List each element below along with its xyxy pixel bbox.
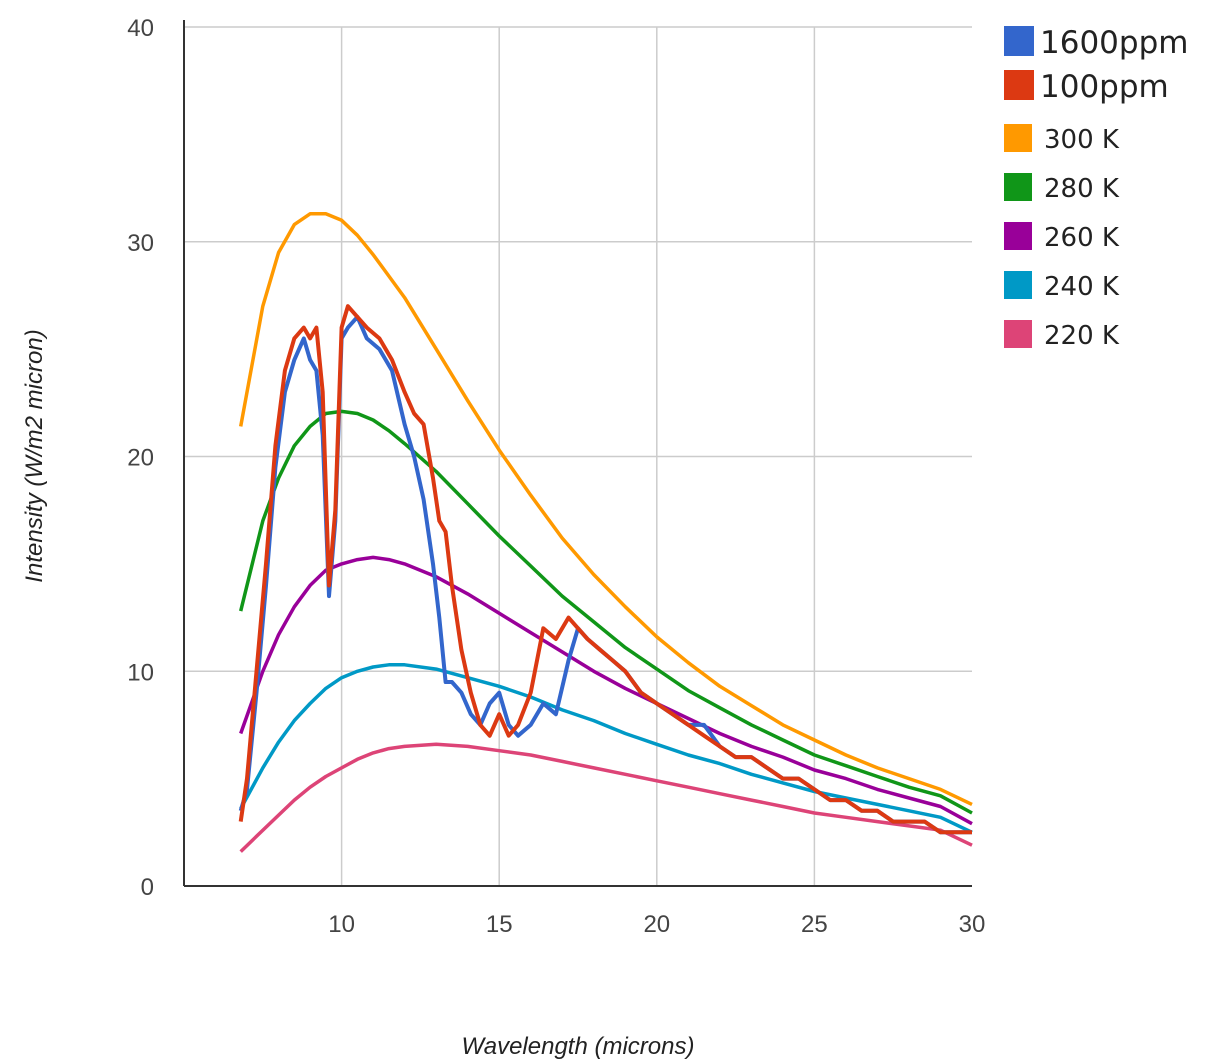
- tick-labels: 0 10 20 30 40 10 15 20 25 30: [127, 15, 985, 938]
- legend-item[interactable]: 300 K: [1004, 124, 1120, 155]
- y-tick-label: 0: [141, 874, 154, 901]
- legend-label: 220 K: [1044, 321, 1120, 351]
- legend-label: 100ppm: [1040, 69, 1169, 105]
- legend-swatch: [1004, 70, 1034, 100]
- y-tick-label: 30: [127, 230, 154, 257]
- legend-item[interactable]: 220 K: [1004, 320, 1120, 351]
- legend-swatch: [1004, 320, 1032, 348]
- gridlines: [184, 26, 972, 886]
- legend-label: 240 K: [1044, 272, 1120, 302]
- legend-swatch: [1004, 222, 1032, 250]
- legend-swatch: [1004, 271, 1032, 299]
- legend-label: 260 K: [1044, 223, 1120, 253]
- legend-item[interactable]: 240 K: [1004, 271, 1120, 302]
- x-axis-title: Wavelength (microns): [462, 1033, 695, 1060]
- legend-item[interactable]: 260 K: [1004, 222, 1120, 253]
- axes: [183, 20, 972, 887]
- x-tick-label: 15: [486, 911, 513, 938]
- legend-item[interactable]: 100ppm: [1004, 69, 1169, 105]
- legend-label: 280 K: [1044, 174, 1120, 204]
- x-tick-label: 20: [643, 911, 670, 938]
- legend-item[interactable]: 280 K: [1004, 173, 1120, 204]
- legend-swatch: [1004, 173, 1032, 201]
- y-axis-title: Intensity (W/m2 micron): [21, 329, 48, 582]
- y-tick-label: 10: [127, 659, 154, 686]
- legend-swatch: [1004, 124, 1032, 152]
- legend-label: 1600ppm: [1040, 25, 1188, 61]
- y-tick-label: 40: [127, 15, 154, 42]
- series-line-260-k: [239, 555, 973, 826]
- legend-swatch: [1004, 26, 1034, 56]
- series-line-300-k: [238, 212, 973, 806]
- legend[interactable]: 1600ppm 100ppm 300 K 280 K 260 K 240 K 220 K: [1004, 25, 1188, 351]
- legend-item[interactable]: 1600ppm: [1004, 25, 1188, 61]
- legend-label: 300 K: [1044, 125, 1120, 155]
- series-line-100ppm: [238, 304, 972, 835]
- x-tick-label: 10: [328, 911, 355, 938]
- x-tick-label: 30: [959, 911, 986, 938]
- series-lines: [238, 212, 973, 853]
- x-tick-label: 25: [801, 911, 828, 938]
- y-tick-label: 20: [127, 445, 154, 472]
- series-line-220-k: [239, 742, 973, 853]
